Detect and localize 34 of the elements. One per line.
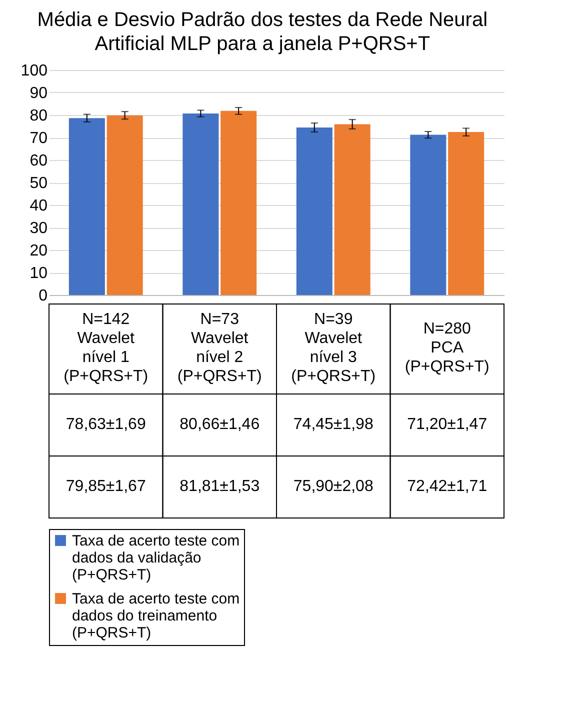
bar [182,114,219,295]
legend-label: Taxa de acerto teste com dados do treinamento (P+QRS+T) [72,590,240,642]
data-label: 78,63±1,69 [66,416,146,433]
y-tick-label: 10 [30,265,48,282]
x-tick-label: N=142 Wavelet nível 1 (P+QRS+T) [64,311,148,385]
legend-label: Taxa de acerto teste com dados da validação (P+QRS+T) [72,532,240,584]
data-label: 75,90±2,08 [293,478,374,495]
y-tick-label: 90 [30,85,48,102]
data-label: 74,45±1,98 [293,416,374,433]
y-tick-label: 100 [20,62,48,80]
data-label: 80,66±1,46 [180,416,260,433]
y-tick-label: 30 [30,220,48,237]
data-label: 71,20±1,47 [407,416,488,433]
x-tick-label: N=280 PCA (P+QRS+T) [404,320,490,376]
bar [106,115,143,295]
data-label: 79,85±1,67 [66,478,146,495]
chart-title: Média e Desvio Padrão dos testes da Rede Neural Artificial MLP para a janela P+QRS+T [37,9,488,55]
y-tick-label: 20 [30,242,48,260]
bar [410,134,446,295]
x-tick-label: N=39 Wavelet nível 3 (P+QRS+T) [291,311,376,385]
bar [220,110,257,295]
bar [68,118,105,295]
bar [448,132,484,295]
x-tick-label: N=73 Wavelet nível 2 (P+QRS+T) [177,311,262,385]
y-tick-label: 40 [30,198,48,214]
y-tick-label: 50 [30,175,48,192]
data-label: 81,81±1,53 [180,478,260,495]
bar [334,124,370,295]
y-tick-label: 70 [30,130,48,147]
bar [296,127,332,295]
data-label: 72,42±1,71 [407,478,488,495]
y-tick-label: 80 [30,108,48,124]
y-tick-label: 0 [38,288,48,304]
y-tick-label: 60 [30,152,48,170]
